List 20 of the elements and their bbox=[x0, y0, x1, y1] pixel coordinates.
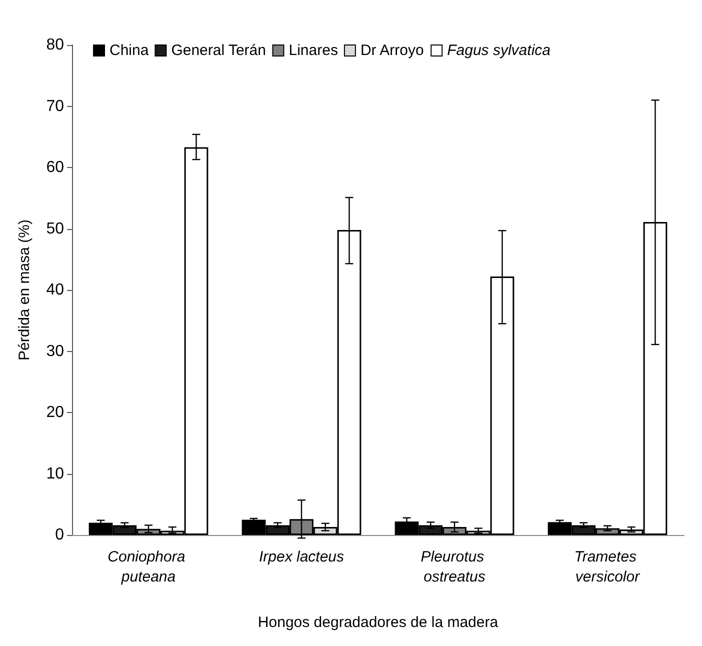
y-tick-label: 80 bbox=[46, 36, 64, 54]
legend-label: China bbox=[110, 42, 150, 59]
legend-label: Fagus sylvatica bbox=[447, 42, 550, 59]
y-tick-label: 60 bbox=[46, 159, 64, 176]
y-tick-label: 0 bbox=[55, 526, 64, 544]
legend-label: Linares bbox=[288, 42, 338, 59]
y-tick-label: 40 bbox=[46, 282, 64, 298]
y-tick-label: 10 bbox=[46, 465, 64, 482]
x-axis-title: Hongos degradadores de la madera bbox=[258, 614, 499, 631]
x-tick-label: Irpex lacteus bbox=[258, 548, 345, 566]
y-axis-title: Pérdida en masa (%) bbox=[16, 220, 33, 360]
x-tick-label: Trametes versicolor bbox=[574, 548, 641, 586]
legend-label: General Terán bbox=[171, 42, 266, 59]
y-tick-label: 30 bbox=[46, 342, 64, 360]
legend-label: Dr Arroyo bbox=[360, 42, 424, 59]
y-tick-label: 70 bbox=[46, 98, 64, 115]
y-tick-label: 50 bbox=[46, 220, 64, 238]
x-tick-label: Pleurotus ostreatus bbox=[420, 548, 488, 586]
x-tick-label: Coniophora puteana bbox=[108, 548, 190, 586]
y-tick-label: 20 bbox=[46, 404, 64, 421]
